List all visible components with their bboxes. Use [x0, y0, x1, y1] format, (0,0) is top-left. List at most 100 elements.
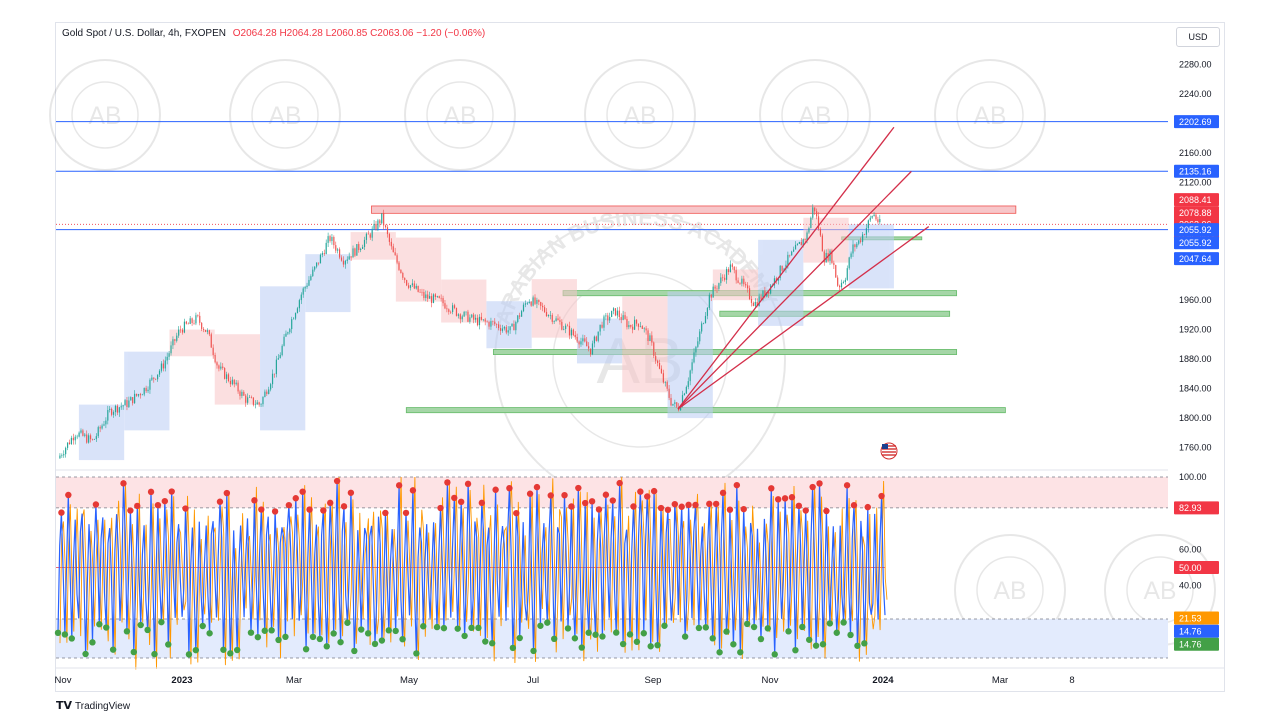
candle-body	[321, 253, 323, 255]
overbought-marker	[395, 482, 403, 489]
candle-body	[777, 277, 779, 281]
candle-body	[645, 328, 647, 331]
candle-body	[235, 382, 237, 385]
oscillator-signal-line	[59, 476, 888, 670]
resistance-zone	[371, 205, 1017, 214]
oversold-marker	[275, 636, 282, 644]
candle-body	[444, 303, 446, 309]
candle-body	[323, 253, 325, 254]
candle-body	[850, 253, 852, 258]
candle-body	[787, 254, 789, 265]
candle-body	[419, 291, 421, 293]
oscillator-group	[54, 476, 888, 670]
candle-body	[605, 315, 607, 317]
overbought-marker	[733, 481, 741, 489]
watermark-seal-ring	[584, 59, 696, 171]
candle-body	[576, 336, 578, 342]
candle-body	[536, 299, 538, 304]
watermark-initials: AB	[623, 103, 656, 130]
oscillator-level-label-bg	[1174, 611, 1219, 625]
candle-body	[821, 235, 823, 252]
candle-body	[676, 402, 678, 407]
oversold-marker	[227, 650, 234, 657]
overbought-marker	[464, 480, 472, 488]
candle-body	[498, 324, 500, 329]
candle-body	[134, 393, 136, 404]
candle-body	[469, 317, 471, 322]
candle-body	[361, 246, 364, 249]
candle-body	[310, 276, 312, 280]
candle-body	[706, 307, 709, 316]
overbought-marker	[168, 488, 175, 495]
candle-body	[329, 236, 331, 241]
overbought-marker	[823, 507, 830, 515]
overbought-marker	[547, 492, 554, 499]
oversold-marker	[571, 635, 579, 642]
hline-price-label: 2135.16	[1179, 167, 1212, 177]
oversold-marker	[420, 623, 427, 630]
watermark-initials: AB	[973, 103, 1006, 130]
price-axis-tick-label: 1960.00	[1179, 295, 1212, 305]
us-flag-canton	[882, 444, 888, 449]
price-tag-label-bg	[1174, 193, 1219, 207]
oversold-marker	[716, 649, 723, 656]
candle-body	[461, 316, 463, 320]
candle-body	[526, 303, 528, 304]
candle-body	[720, 277, 722, 284]
candle-body	[128, 400, 130, 407]
candle-body	[436, 296, 438, 297]
oversold-marker	[737, 649, 744, 656]
candle-body	[475, 317, 477, 320]
candle-body	[212, 347, 214, 355]
watermark-seal-ring	[934, 59, 1046, 171]
candle-body	[708, 294, 710, 308]
candle-body	[647, 330, 649, 341]
candle-body	[250, 397, 253, 398]
overbought-marker	[685, 501, 692, 509]
overbought-marker	[609, 497, 616, 504]
oversold-marker	[723, 628, 730, 635]
candle-body	[463, 311, 465, 317]
candle-body	[218, 365, 220, 369]
candle-body	[296, 308, 299, 314]
candle-body	[266, 391, 268, 394]
oversold-marker	[833, 629, 840, 636]
candle-body	[446, 308, 448, 310]
tradingview-logo[interactable]: TV TradingView	[56, 699, 130, 712]
oversold-marker	[309, 633, 317, 641]
oversold-marker	[358, 626, 365, 633]
trailing-shade-box	[712, 269, 759, 301]
candle-body	[794, 244, 797, 250]
trailing-shade-box	[848, 224, 894, 289]
candle-body	[770, 285, 772, 294]
currency-button[interactable]: USD	[1176, 27, 1220, 47]
candle-body	[658, 362, 661, 369]
candle-body	[248, 397, 251, 398]
watermark-initials: AB	[993, 578, 1026, 605]
trailing-shade-box	[124, 351, 170, 431]
overbought-marker	[58, 509, 65, 516]
oversold-marker	[282, 633, 289, 641]
candle-body	[628, 325, 630, 328]
candle-body	[70, 437, 73, 445]
oscillator-level-label-bg	[1174, 624, 1219, 638]
candle-body	[773, 278, 776, 286]
candle-body	[561, 321, 563, 330]
time-axis-tick-label: 2024	[872, 675, 894, 686]
candle-body	[817, 216, 820, 230]
candle-body	[693, 352, 695, 363]
candle-body	[643, 328, 645, 329]
watermark-seal-inner	[71, 81, 139, 149]
candle-body	[181, 329, 184, 333]
overbought-marker	[333, 477, 341, 485]
candle-body	[277, 358, 279, 360]
candle-body	[879, 219, 881, 223]
trailing-shade-box	[214, 334, 261, 405]
oversold-marker	[661, 622, 668, 629]
candle-body	[394, 252, 396, 256]
candle-body	[655, 355, 657, 361]
candle-body	[390, 241, 392, 247]
candle-body	[348, 256, 350, 260]
candle-body	[555, 318, 557, 321]
